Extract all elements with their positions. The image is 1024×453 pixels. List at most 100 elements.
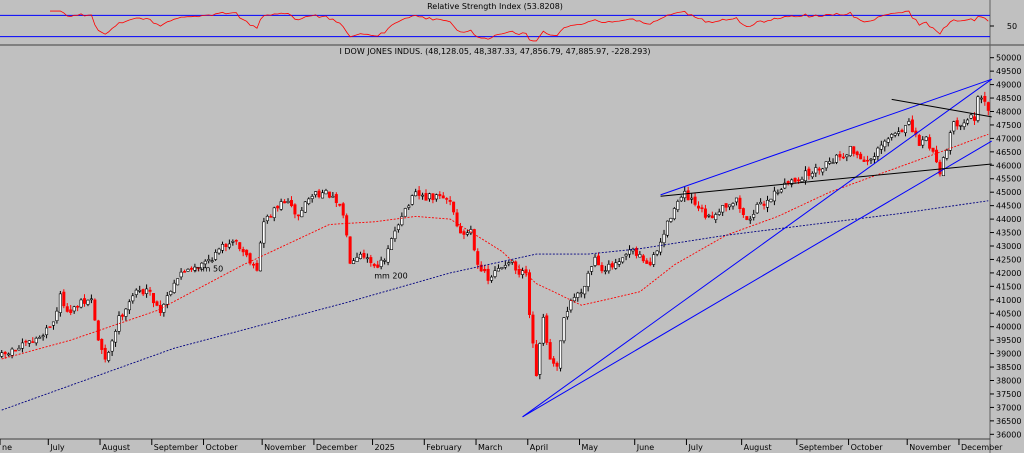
candle-body xyxy=(507,262,511,265)
candle xyxy=(200,262,204,270)
candle-body xyxy=(396,224,400,231)
candle xyxy=(424,189,428,201)
candle xyxy=(548,338,552,360)
candle xyxy=(590,265,594,276)
candle xyxy=(496,264,500,272)
candle-body xyxy=(800,178,804,182)
candle xyxy=(903,125,907,137)
y-tick-label: 36500 xyxy=(996,417,1021,426)
candle-body xyxy=(255,262,259,271)
candle-body xyxy=(424,193,428,201)
candle xyxy=(124,308,128,321)
candle-body xyxy=(127,301,131,311)
candle xyxy=(700,204,704,213)
candle xyxy=(828,157,832,165)
candle xyxy=(472,228,476,252)
candle-body xyxy=(369,257,373,264)
candle-body xyxy=(407,205,411,208)
candle xyxy=(938,159,942,177)
candle xyxy=(935,145,939,164)
candle-body xyxy=(659,241,663,253)
candle xyxy=(427,192,431,202)
candle-body xyxy=(41,335,45,338)
candle-body xyxy=(476,251,480,265)
candle-body xyxy=(565,311,569,318)
candle xyxy=(31,337,35,343)
candle xyxy=(262,217,266,248)
y-tick-label: 38500 xyxy=(996,363,1021,372)
candle-body xyxy=(621,257,625,263)
candle-body xyxy=(0,352,4,357)
y-tick-label: 42000 xyxy=(996,269,1021,278)
candle xyxy=(866,155,870,166)
candle xyxy=(983,91,987,106)
candle-body xyxy=(714,214,718,220)
x-tick-label: October xyxy=(851,443,884,452)
candle xyxy=(600,262,604,274)
candle xyxy=(417,186,421,200)
candle xyxy=(648,257,652,267)
x-tick-label: April xyxy=(530,443,548,452)
candle xyxy=(672,207,676,221)
candle-body xyxy=(769,198,773,203)
candle-body xyxy=(24,340,28,343)
candle xyxy=(848,145,852,157)
candle-body xyxy=(176,278,180,286)
candle-body xyxy=(293,204,297,215)
candle-body xyxy=(165,295,169,305)
candle-body xyxy=(959,124,963,127)
y-tick-label: 45000 xyxy=(996,188,1021,197)
candle xyxy=(14,349,18,352)
candle xyxy=(538,342,542,380)
candle xyxy=(676,199,680,213)
candle-body xyxy=(421,194,425,197)
candle xyxy=(289,196,293,208)
series-label: mm 200 xyxy=(374,271,407,280)
candle-body xyxy=(645,260,649,264)
candle xyxy=(469,225,473,236)
candle-body xyxy=(931,147,935,152)
candle xyxy=(317,188,321,199)
candle-body xyxy=(976,96,980,121)
candle-body xyxy=(886,138,890,143)
candle-body xyxy=(693,196,697,205)
candle-body xyxy=(766,200,770,208)
candle-body xyxy=(521,270,525,275)
candle xyxy=(503,261,507,270)
candle-body xyxy=(897,131,901,134)
candle-body xyxy=(586,272,590,287)
candle xyxy=(127,299,131,315)
candle-body xyxy=(269,216,273,218)
candle xyxy=(141,288,145,297)
candle-body xyxy=(921,139,925,146)
y-tick-label: 40500 xyxy=(996,309,1021,318)
candle-body xyxy=(924,136,928,141)
candle-body xyxy=(362,252,366,258)
y-tick-label: 37500 xyxy=(996,390,1021,399)
y-tick-label: 46000 xyxy=(996,161,1021,170)
candle xyxy=(93,298,97,321)
candle-body xyxy=(214,252,218,260)
candle-body xyxy=(814,167,818,174)
candle xyxy=(814,163,818,177)
rsi-title: Relative Strength Index (53.8208) xyxy=(427,2,563,11)
x-tick-label: July xyxy=(687,443,703,452)
candle-body xyxy=(665,220,669,236)
candle xyxy=(279,198,283,211)
candle xyxy=(476,248,480,269)
y-tick-label: 43500 xyxy=(996,229,1021,238)
candle xyxy=(883,139,887,152)
candle-body xyxy=(89,298,93,301)
candle xyxy=(803,166,807,185)
candle xyxy=(479,261,483,272)
candle xyxy=(321,189,325,199)
candle-body xyxy=(710,215,714,219)
candle xyxy=(145,284,149,298)
candle xyxy=(628,245,632,258)
candle-body xyxy=(569,300,573,311)
candle-body xyxy=(386,248,390,263)
candle xyxy=(752,209,756,221)
candle xyxy=(431,193,435,204)
candle xyxy=(593,254,597,268)
